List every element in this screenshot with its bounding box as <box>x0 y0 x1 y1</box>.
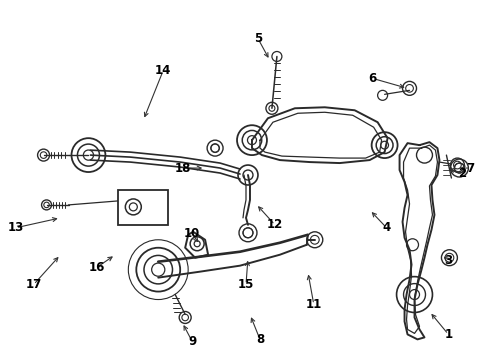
Text: 10: 10 <box>184 227 200 240</box>
Text: 12: 12 <box>267 218 283 231</box>
Text: 5: 5 <box>254 32 262 45</box>
Text: 13: 13 <box>7 221 24 234</box>
Text: 4: 4 <box>383 221 391 234</box>
Text: 8: 8 <box>256 333 264 346</box>
Text: 15: 15 <box>238 278 254 291</box>
Text: 16: 16 <box>88 261 104 274</box>
Text: 6: 6 <box>368 72 377 85</box>
Text: 7: 7 <box>466 162 474 175</box>
FancyBboxPatch shape <box>119 190 168 225</box>
Text: 2: 2 <box>458 167 466 180</box>
Text: 9: 9 <box>188 335 196 348</box>
Text: 14: 14 <box>155 64 172 77</box>
Text: 17: 17 <box>25 278 42 291</box>
Text: 3: 3 <box>444 254 452 267</box>
Text: 1: 1 <box>444 328 452 341</box>
Text: 18: 18 <box>175 162 192 175</box>
Text: 11: 11 <box>306 298 322 311</box>
